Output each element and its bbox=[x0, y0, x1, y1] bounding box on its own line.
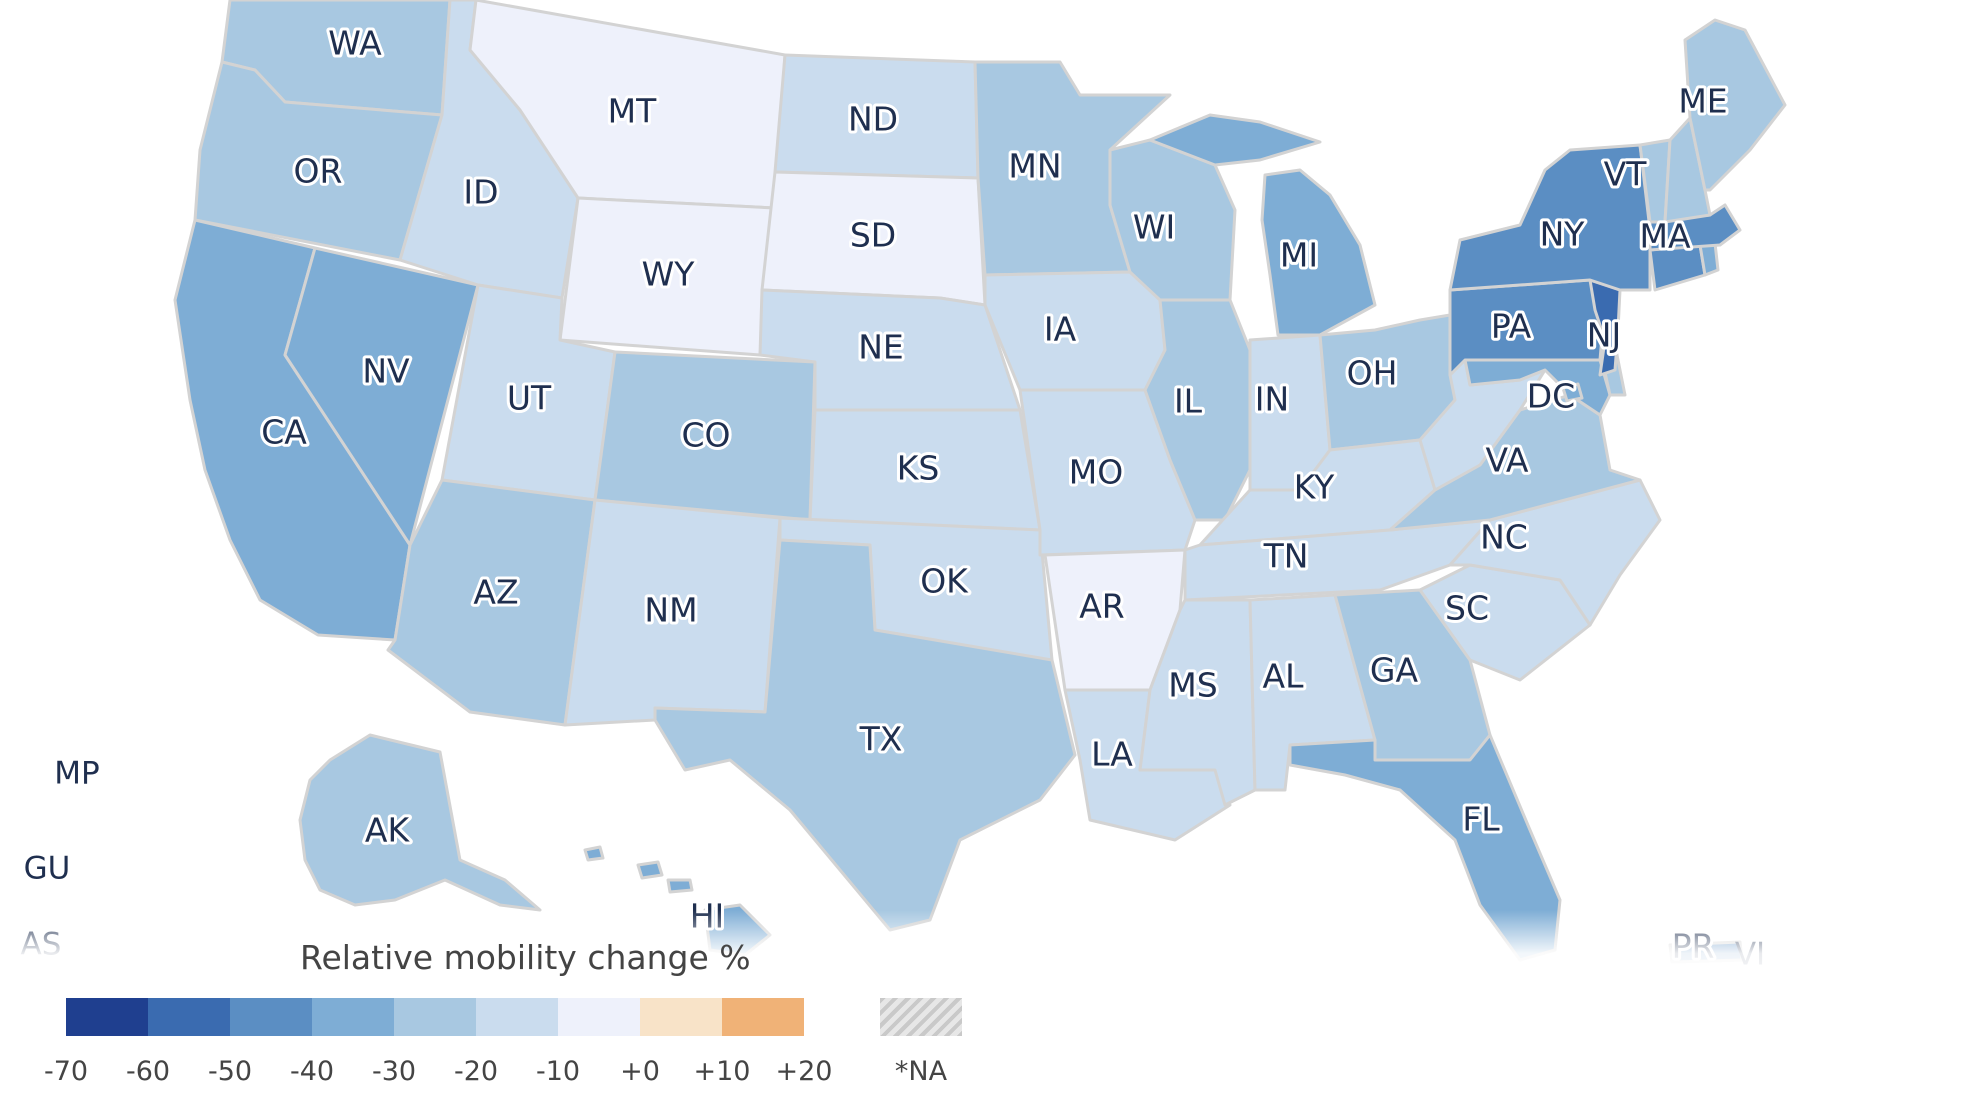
legend-swatch bbox=[476, 998, 558, 1036]
state-WY[interactable] bbox=[558, 196, 777, 357]
legend-tick-label: -20 bbox=[453, 1056, 499, 1087]
state-IA[interactable] bbox=[983, 270, 1167, 392]
legend-title: Relative mobility change % bbox=[300, 938, 751, 977]
state-AZ[interactable] bbox=[386, 478, 597, 727]
legend-swatch bbox=[722, 998, 804, 1036]
legend-tick-label: -30 bbox=[371, 1056, 417, 1087]
legend-swatch bbox=[558, 998, 640, 1036]
legend-tick-label: -10 bbox=[535, 1056, 581, 1087]
state-RI[interactable] bbox=[1698, 241, 1720, 277]
state-IL[interactable] bbox=[1143, 298, 1252, 522]
state-ME[interactable] bbox=[1683, 18, 1787, 192]
legend-swatch bbox=[312, 998, 394, 1036]
state-NJ[interactable] bbox=[1588, 278, 1622, 377]
state-HI-2[interactable] bbox=[636, 860, 664, 880]
legend-tick-label: -40 bbox=[289, 1056, 335, 1087]
legend-tick-label: -60 bbox=[125, 1056, 171, 1087]
legend-na-label: *NA bbox=[894, 1056, 948, 1087]
state-MI[interactable] bbox=[1260, 168, 1377, 337]
legend-tick-label: +0 bbox=[620, 1056, 660, 1087]
state-AK[interactable] bbox=[298, 733, 542, 912]
state-HI-1[interactable] bbox=[583, 845, 605, 862]
legend-tick-label: -70 bbox=[43, 1056, 89, 1087]
state-KS[interactable] bbox=[808, 408, 1042, 532]
territory-label-GU[interactable]: GU bbox=[24, 851, 71, 887]
legend-swatch bbox=[148, 998, 230, 1036]
legend-tick-label: +20 bbox=[775, 1056, 833, 1087]
legend-swatch bbox=[640, 998, 722, 1036]
state-CO[interactable] bbox=[593, 350, 817, 522]
state-ND[interactable] bbox=[773, 53, 980, 180]
state-NY[interactable] bbox=[1448, 143, 1652, 292]
legend-na-swatch bbox=[880, 998, 962, 1036]
legend-swatch bbox=[394, 998, 476, 1036]
state-NM[interactable] bbox=[563, 498, 782, 727]
state-SD[interactable] bbox=[760, 170, 987, 307]
color-legend: Relative mobility change % -70 -60 -50 -40 -… bbox=[44, 938, 1060, 1098]
states-layer bbox=[173, 0, 1787, 964]
legend-swatch bbox=[230, 998, 312, 1036]
territory-label-MP[interactable]: MP bbox=[54, 756, 99, 792]
state-CT[interactable] bbox=[1648, 243, 1707, 292]
state-HI-3[interactable] bbox=[666, 878, 694, 894]
legend-tick-label: -50 bbox=[207, 1056, 253, 1087]
state-NH[interactable] bbox=[1663, 116, 1712, 224]
state-PA[interactable] bbox=[1448, 278, 1607, 377]
legend-swatch bbox=[66, 998, 148, 1036]
legend-tick-label: +10 bbox=[693, 1056, 751, 1087]
state-MI-upper[interactable] bbox=[1148, 113, 1322, 167]
state-DC[interactable] bbox=[1561, 382, 1584, 403]
